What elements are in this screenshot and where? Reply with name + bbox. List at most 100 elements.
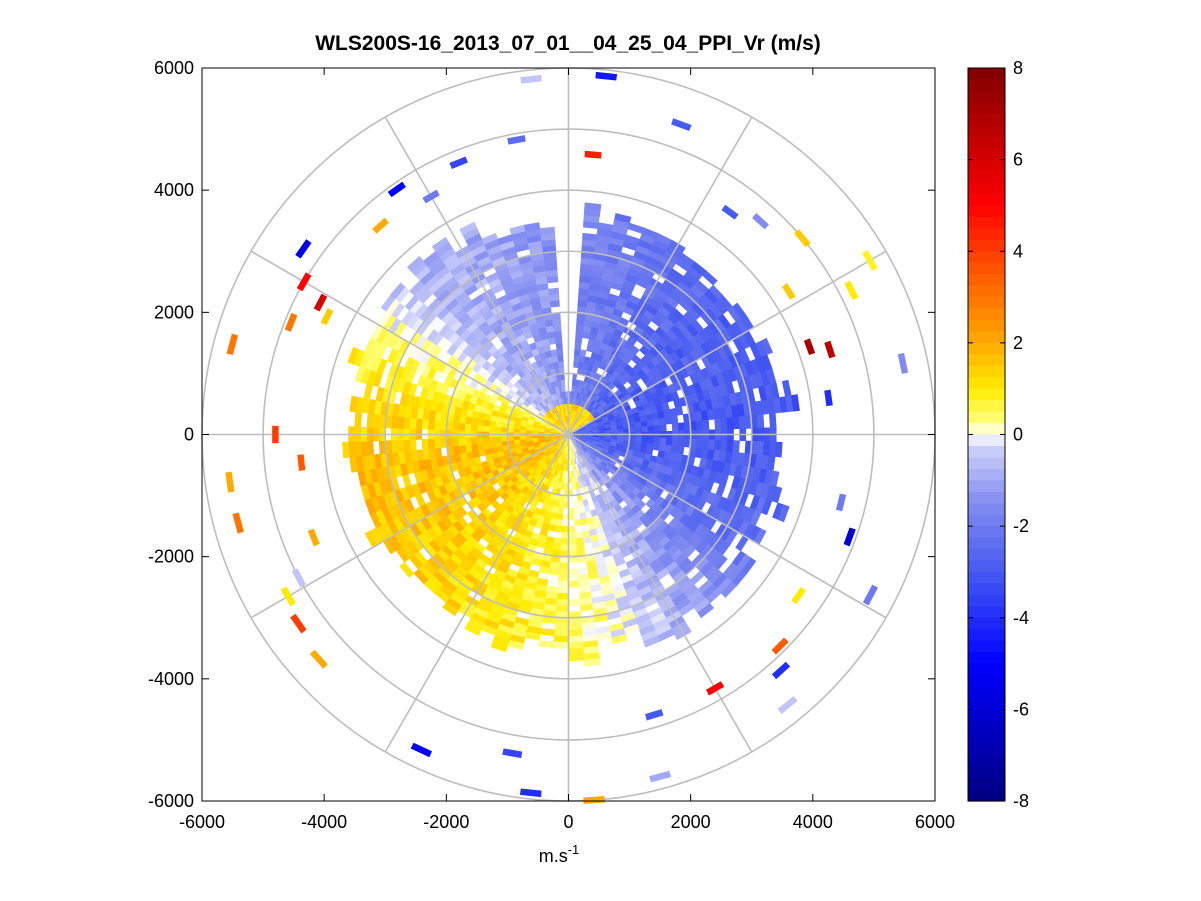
velocity-cell <box>571 391 575 399</box>
velocity-cell <box>548 293 560 302</box>
velocity-cell <box>570 470 575 478</box>
velocity-cell <box>692 476 703 488</box>
velocity-cell <box>536 449 544 456</box>
velocity-cell <box>749 358 761 375</box>
velocity-cell <box>425 341 438 356</box>
velocity-cell <box>449 262 466 277</box>
velocity-cell <box>600 450 608 457</box>
velocity-cell <box>669 407 678 417</box>
velocity-cell <box>592 451 600 458</box>
velocity-cell <box>535 473 543 482</box>
velocity-cell <box>422 408 431 420</box>
velocity-cell <box>568 574 579 582</box>
velocity-cell <box>466 321 479 334</box>
velocity-cell <box>538 401 546 409</box>
velocity-cell <box>409 522 422 538</box>
velocity-cell <box>573 445 578 452</box>
velocity-cell <box>572 445 577 453</box>
velocity-cell <box>466 509 478 521</box>
velocity-cell <box>695 539 709 554</box>
velocity-cell <box>578 462 584 470</box>
velocity-cell <box>591 595 605 605</box>
velocity-cell <box>548 466 554 475</box>
velocity-cell <box>427 556 442 572</box>
x-tick-label: 0 <box>563 812 573 832</box>
velocity-cell <box>447 331 460 345</box>
velocity-cell <box>550 427 558 431</box>
velocity-cell <box>556 598 569 607</box>
velocity-cell <box>508 316 520 327</box>
velocity-cell <box>568 556 578 564</box>
velocity-cell <box>550 438 558 442</box>
far-range-segment <box>225 471 235 493</box>
velocity-cell <box>555 342 563 350</box>
velocity-cell <box>593 459 601 466</box>
velocity-cell <box>539 351 547 360</box>
velocity-cell <box>682 584 699 599</box>
velocity-cell <box>370 323 384 341</box>
velocity-cell <box>573 391 578 399</box>
velocity-cell <box>617 428 624 433</box>
velocity-cell <box>499 558 512 569</box>
velocity-cell <box>549 493 556 501</box>
velocity-cell <box>416 481 427 495</box>
velocity-cell <box>480 399 490 409</box>
velocity-cell <box>589 370 597 379</box>
velocity-cell <box>582 640 599 649</box>
velocity-cell <box>538 326 548 335</box>
x-tick-label: 6000 <box>915 812 955 832</box>
velocity-cell <box>683 482 694 494</box>
velocity-cell <box>629 436 637 442</box>
velocity-cell <box>491 509 502 520</box>
velocity-cell <box>532 441 540 446</box>
velocity-cell <box>520 419 528 425</box>
velocity-cell <box>668 517 680 530</box>
velocity-cell <box>445 438 454 448</box>
colorbar-band <box>968 778 1005 791</box>
velocity-cell <box>478 304 492 316</box>
velocity-cell <box>490 452 499 460</box>
velocity-cell <box>381 522 394 539</box>
colorbar-band <box>968 709 1005 722</box>
velocity-cell <box>550 512 558 520</box>
velocity-cell <box>595 334 605 343</box>
velocity-cell <box>531 439 539 444</box>
velocity-cell <box>760 399 770 415</box>
velocity-cell <box>423 458 433 471</box>
velocity-cell <box>495 441 503 448</box>
colorbar-band <box>968 652 1005 665</box>
velocity-cell <box>740 314 755 332</box>
velocity-cell <box>555 605 569 613</box>
velocity-cell <box>378 440 387 455</box>
velocity-cell <box>771 486 783 504</box>
velocity-cell <box>565 415 568 423</box>
velocity-cell <box>477 320 490 332</box>
velocity-cell <box>553 629 569 637</box>
velocity-cell <box>593 403 601 411</box>
velocity-cell <box>676 280 691 295</box>
velocity-cell <box>483 448 492 456</box>
velocity-cell <box>598 435 606 439</box>
velocity-cell <box>576 420 582 426</box>
velocity-cell <box>628 422 636 429</box>
velocity-cell <box>573 425 579 431</box>
velocity-cell <box>442 602 459 617</box>
velocity-cell <box>571 379 577 387</box>
velocity-cell <box>497 381 507 391</box>
velocity-cell <box>712 317 727 333</box>
velocity-cell <box>727 353 740 369</box>
velocity-cell <box>461 539 475 552</box>
velocity-cell <box>642 402 651 411</box>
velocity-cell <box>654 505 666 517</box>
velocity-cell <box>485 330 497 341</box>
velocity-cell <box>688 336 701 350</box>
velocity-cell <box>427 574 443 590</box>
velocity-cell <box>623 496 633 506</box>
velocity-cell <box>438 323 451 337</box>
velocity-cell <box>586 516 594 525</box>
velocity-cell <box>570 440 573 447</box>
velocity-cell <box>544 413 551 420</box>
velocity-cell <box>577 367 583 375</box>
velocity-cell <box>354 441 362 457</box>
velocity-cell <box>727 306 742 323</box>
